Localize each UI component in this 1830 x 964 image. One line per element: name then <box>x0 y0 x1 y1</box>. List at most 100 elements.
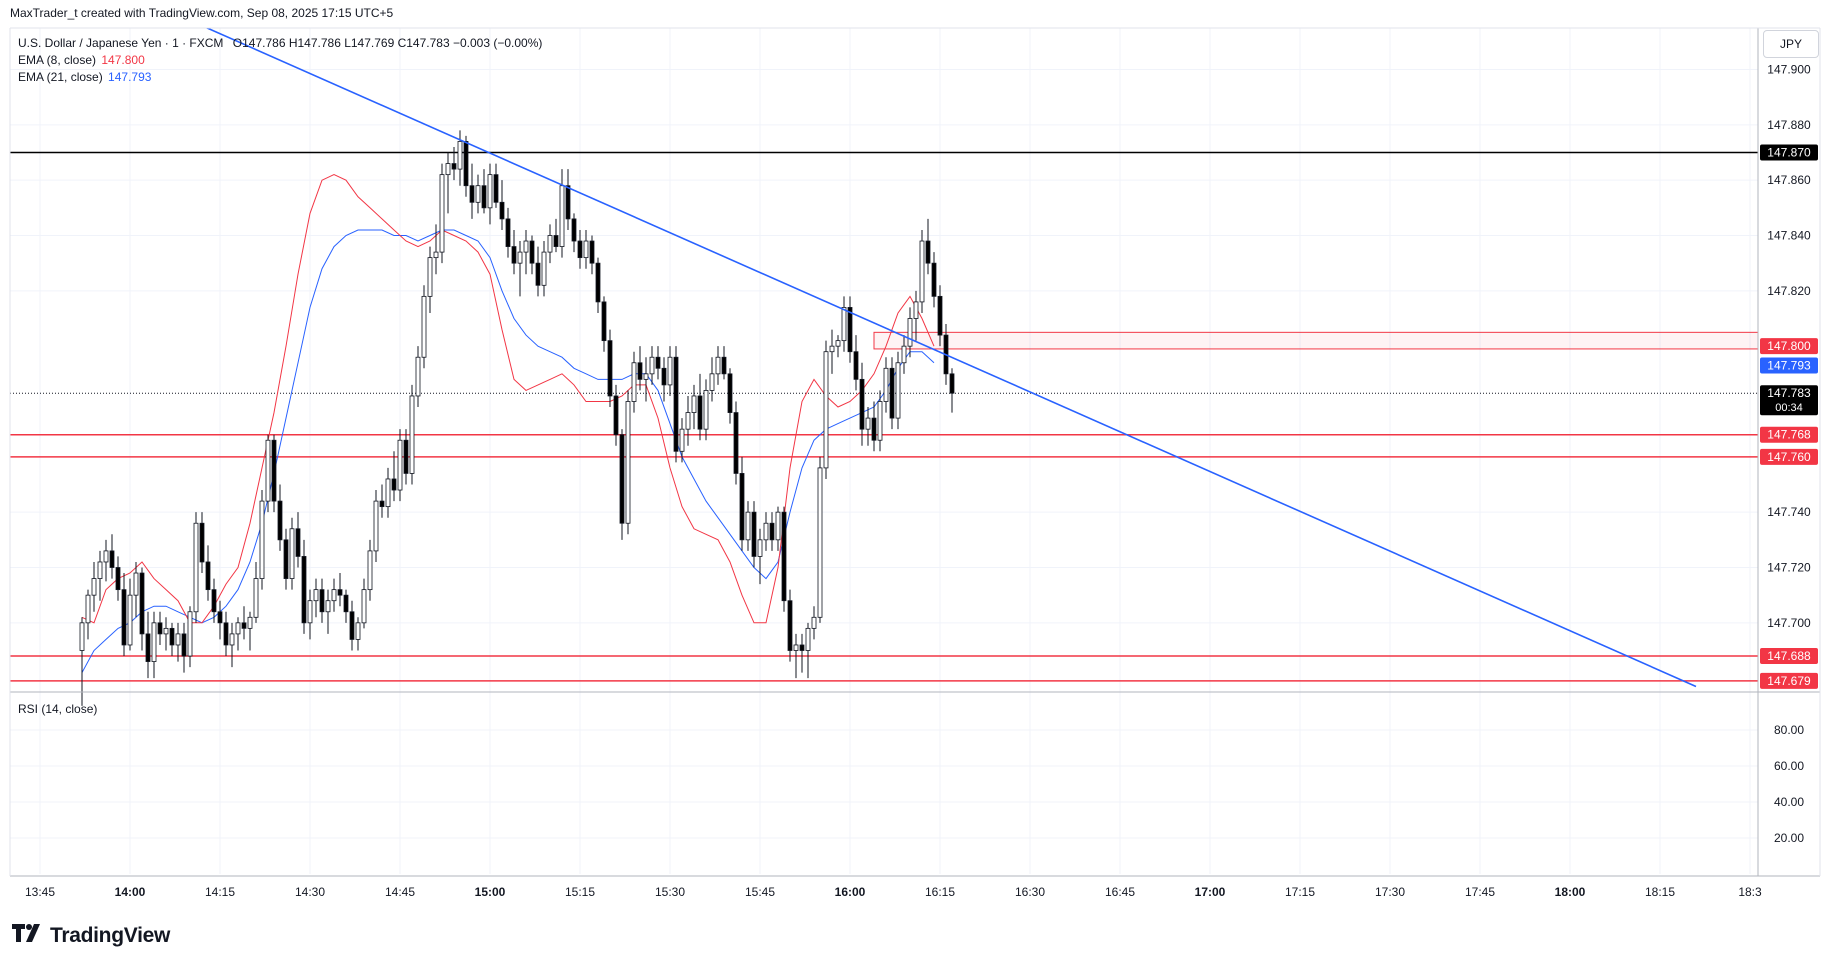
tradingview-logo[interactable]: TradingView <box>12 924 170 948</box>
candle-down <box>619 434 625 524</box>
price-label-bg <box>1760 672 1818 689</box>
time-tick-label: 16:45 <box>1105 885 1135 899</box>
candle-down <box>577 240 583 259</box>
legend-symbol-row: U.S. Dollar / Japanese Yen · 1 · FXCM O1… <box>18 36 542 50</box>
candle-up <box>649 356 655 375</box>
candle-down <box>217 611 223 624</box>
price-label-text: 147.768 <box>1767 428 1811 442</box>
candle-up <box>715 356 721 375</box>
candle-up <box>385 478 391 508</box>
candle-up <box>895 362 901 419</box>
candle-down <box>169 627 175 646</box>
price-tick-label: 147.820 <box>1767 284 1811 298</box>
candle-up <box>85 594 91 624</box>
time-tick-label: 14:30 <box>295 885 325 899</box>
candle-up <box>325 600 331 613</box>
candle-down <box>565 185 571 220</box>
candle-up <box>409 395 415 474</box>
candle-down <box>553 235 559 247</box>
candle-up <box>541 251 547 286</box>
candle-down <box>931 262 937 297</box>
candle-down <box>199 522 205 563</box>
candle-up <box>517 251 523 264</box>
candle-down <box>205 561 211 591</box>
candle-up <box>91 578 97 596</box>
candle-up <box>151 622 157 662</box>
time-tick-label: 18:3 <box>1738 885 1762 899</box>
candle-down <box>589 240 595 264</box>
candle-down <box>571 218 577 242</box>
candle-down <box>493 174 499 203</box>
time-tick-label: 14:15 <box>205 885 235 899</box>
candle-up <box>445 163 451 176</box>
candle-up <box>97 561 103 579</box>
candle-down <box>271 439 277 502</box>
candle-up <box>163 627 169 635</box>
candle-down <box>727 373 733 413</box>
candle-up <box>457 141 463 170</box>
legend-rsi-row[interactable]: RSI (14, close) <box>18 702 97 716</box>
candle-up <box>475 185 481 203</box>
candle-down <box>403 439 409 474</box>
candle-down <box>769 522 775 541</box>
candle-down <box>751 511 757 557</box>
legend-ema8-row[interactable]: EMA (8, close) 147.800 <box>18 53 145 67</box>
tradingview-logo-text: TradingView <box>50 924 171 947</box>
legend-ohlc: O147.786 H147.786 L147.769 C147.783 −0.0… <box>232 36 543 50</box>
legend-ema21-row[interactable]: EMA (21, close) 147.793 <box>18 70 151 84</box>
candle-up <box>367 550 373 591</box>
candle-down <box>949 373 955 394</box>
trendline-path <box>205 28 1697 688</box>
candle-up <box>289 528 295 579</box>
candle-down <box>925 240 931 264</box>
time-tick-label: 15:45 <box>745 885 775 899</box>
candle-up <box>229 633 235 646</box>
time-tick-label: 13:45 <box>25 885 55 899</box>
price-label-bg <box>1760 448 1818 465</box>
time-tick-label: 15:00 <box>475 885 506 899</box>
candle-up <box>439 174 445 253</box>
candle-down <box>145 633 151 662</box>
candle-down <box>799 644 805 651</box>
price-axis-labels: 147.900 147.880 147.860 147.840 147.820 147.7… <box>1760 63 1818 845</box>
rsi-tick-label: 40.00 <box>1774 795 1804 809</box>
rsi-tick-label: 80.00 <box>1774 723 1804 737</box>
legend-rsi-label: RSI (14, close) <box>18 702 98 716</box>
candle-up <box>355 622 361 640</box>
candle-up <box>685 412 691 430</box>
currency-button[interactable]: JPY <box>1763 30 1819 58</box>
price-label-text: 147.688 <box>1767 649 1811 663</box>
candle-down <box>529 240 535 264</box>
candle-down <box>463 141 469 187</box>
price-label-text: 147.870 <box>1767 146 1811 160</box>
candle-down <box>109 550 115 568</box>
candle-down <box>871 417 877 441</box>
candle-up <box>259 500 265 579</box>
candle-up <box>793 644 799 651</box>
candle-down <box>115 567 121 591</box>
candle-up <box>361 589 367 624</box>
candle-up <box>841 307 847 342</box>
candle-up <box>427 257 433 297</box>
candle-down <box>721 356 727 375</box>
candle-down <box>733 412 739 474</box>
legend-ema21-value: 147.793 <box>108 70 152 84</box>
trendline[interactable] <box>82 0 1697 688</box>
candle-up <box>127 594 133 646</box>
candle-down <box>613 395 619 436</box>
candle-down <box>223 622 229 646</box>
price-label-text: 147.783 <box>1767 386 1811 400</box>
candle-down <box>601 301 607 342</box>
candle-up <box>775 511 781 541</box>
time-tick-label: 18:15 <box>1645 885 1675 899</box>
candle-down <box>637 362 643 380</box>
candle-up <box>331 589 337 602</box>
legend-ema8-value: 147.800 <box>101 53 145 67</box>
time-tick-label: 17:15 <box>1285 885 1315 899</box>
candle-down <box>343 594 349 613</box>
candle-up <box>901 345 907 364</box>
candle-down <box>241 622 247 629</box>
candle-up <box>829 345 835 353</box>
ema21-path <box>81 229 935 673</box>
